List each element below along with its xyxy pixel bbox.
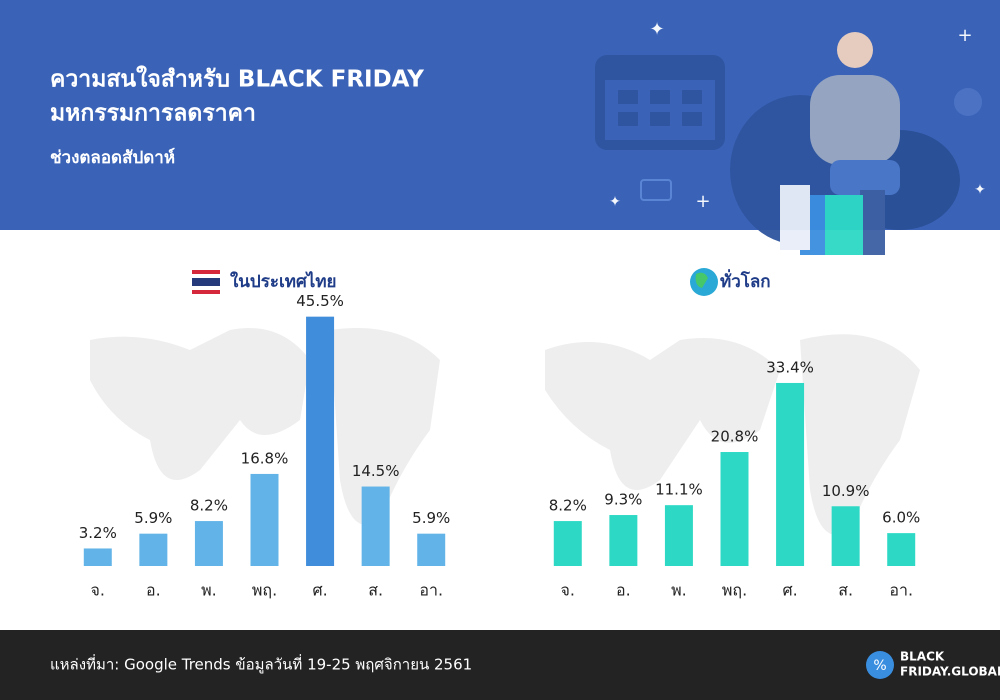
x-tick-label: พฤ.: [722, 581, 747, 600]
world-map: [90, 328, 920, 535]
chart-title: ทั่วโลก: [720, 269, 771, 292]
x-tick-label: ศ.: [312, 581, 327, 600]
footer-bg: [0, 630, 1000, 700]
x-tick-label: จ.: [561, 581, 575, 600]
x-tick-label: พฤ.: [252, 581, 277, 600]
bar: [194, 521, 223, 566]
x-tick-label: ส.: [838, 581, 853, 600]
value-label: 8.2%: [190, 497, 228, 515]
chart-title: ในประเทศไทย: [230, 271, 337, 292]
x-tick-label: พ.: [671, 581, 687, 600]
value-label: 16.8%: [241, 449, 289, 467]
logo-text: FRIDAY.GLOBAL: [900, 665, 1000, 679]
logo-text: BLACK: [900, 650, 945, 664]
bar: [139, 533, 168, 566]
svg-text:✦: ✦: [609, 194, 621, 210]
value-label: 5.9%: [412, 509, 450, 527]
x-tick-label: อา.: [419, 581, 443, 600]
subtitle: ช่วงตลอดสัปดาห์: [50, 147, 175, 168]
flag-icon: [192, 270, 220, 294]
logo: %: [866, 651, 894, 679]
value-label: 45.5%: [296, 292, 344, 310]
x-tick-label: พ.: [201, 581, 217, 600]
svg-text:+: +: [695, 191, 710, 212]
bar: [250, 473, 279, 566]
value-label: 14.5%: [352, 462, 400, 480]
bar: [553, 521, 582, 566]
value-label: 8.2%: [549, 497, 587, 515]
value-label: 10.9%: [822, 482, 870, 500]
value-label: 20.8%: [711, 428, 759, 446]
svg-text:%: %: [873, 658, 886, 674]
x-tick-label: อ.: [146, 581, 161, 600]
bar: [887, 533, 916, 566]
bar: [776, 382, 805, 566]
bar: [664, 505, 693, 566]
bar: [831, 506, 860, 566]
svg-text:+: +: [957, 25, 972, 46]
bar: [83, 548, 112, 566]
illustration: ✦ + ✦ ✦ +: [595, 19, 986, 255]
value-label: 3.2%: [79, 524, 117, 542]
svg-text:✦: ✦: [974, 182, 986, 198]
bar: [609, 515, 638, 566]
svg-text:✦: ✦: [649, 19, 664, 40]
x-tick-label: ศ.: [782, 581, 797, 600]
title: มหกรรมการลดราคา: [50, 101, 256, 127]
source: แหล่งที่มา: Google Trends ข้อมูลวันที่ 1…: [50, 654, 472, 674]
x-tick-label: อา.: [889, 581, 913, 600]
bar: [417, 533, 446, 566]
bar: [720, 452, 749, 566]
x-tick-label: จ.: [91, 581, 105, 600]
value-label: 5.9%: [134, 509, 172, 527]
globe-icon: [690, 268, 718, 296]
value-label: 33.4%: [766, 358, 814, 376]
title: ความสนใจสำหรับ BLACK FRIDAY: [50, 65, 424, 93]
x-tick-label: ส.: [368, 581, 383, 600]
value-label: 6.0%: [882, 509, 920, 527]
value-label: 9.3%: [604, 491, 642, 509]
bar: [361, 486, 390, 566]
value-label: 11.1%: [655, 481, 703, 499]
bar: [306, 316, 335, 566]
x-tick-label: อ.: [616, 581, 631, 600]
